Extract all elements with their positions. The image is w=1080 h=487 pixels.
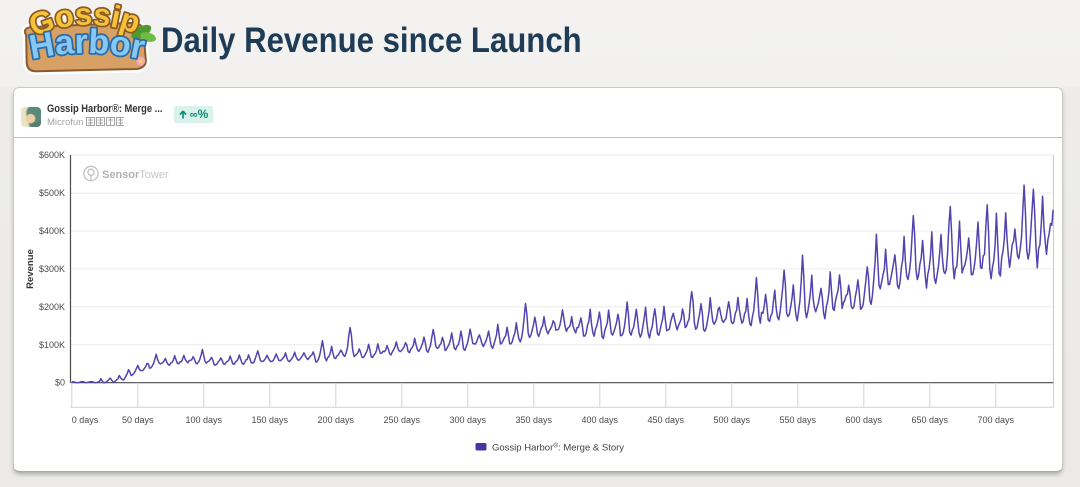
svg-text:Revenue: Revenue xyxy=(25,249,36,289)
svg-text:50 days: 50 days xyxy=(122,415,154,425)
svg-text:SensorTower: SensorTower xyxy=(102,169,169,181)
svg-text:350 days: 350 days xyxy=(516,415,553,425)
svg-text:$500K: $500K xyxy=(39,188,65,198)
svg-text:$600K: $600K xyxy=(39,150,65,160)
svg-text:Harbor: Harbor xyxy=(26,23,148,67)
svg-text:200 days: 200 days xyxy=(318,415,355,425)
svg-text:550 days: 550 days xyxy=(780,415,817,425)
svg-text:300 days: 300 days xyxy=(450,415,487,425)
svg-text:$400K: $400K xyxy=(39,226,65,236)
svg-text:250 days: 250 days xyxy=(384,415,421,425)
svg-text:650 days: 650 days xyxy=(912,415,949,425)
svg-text:600 days: 600 days xyxy=(846,415,883,425)
svg-text:$0: $0 xyxy=(55,378,65,388)
svg-text:Gossip Harbor®: Merge & Story: Gossip Harbor®: Merge & Story xyxy=(492,442,624,454)
svg-text:150 days: 150 days xyxy=(252,415,289,425)
svg-text:$200K: $200K xyxy=(39,302,65,312)
svg-text:$100K: $100K xyxy=(39,340,65,350)
svg-text:700 days: 700 days xyxy=(978,415,1015,425)
svg-text:400 days: 400 days xyxy=(582,415,619,425)
svg-text:100 days: 100 days xyxy=(186,415,223,425)
svg-text:450 days: 450 days xyxy=(648,415,685,425)
svg-text:500 days: 500 days xyxy=(714,415,751,425)
svg-text:Gossip: Gossip xyxy=(24,0,144,43)
svg-text:$300K: $300K xyxy=(39,264,65,274)
svg-text:0 days: 0 days xyxy=(72,415,99,425)
